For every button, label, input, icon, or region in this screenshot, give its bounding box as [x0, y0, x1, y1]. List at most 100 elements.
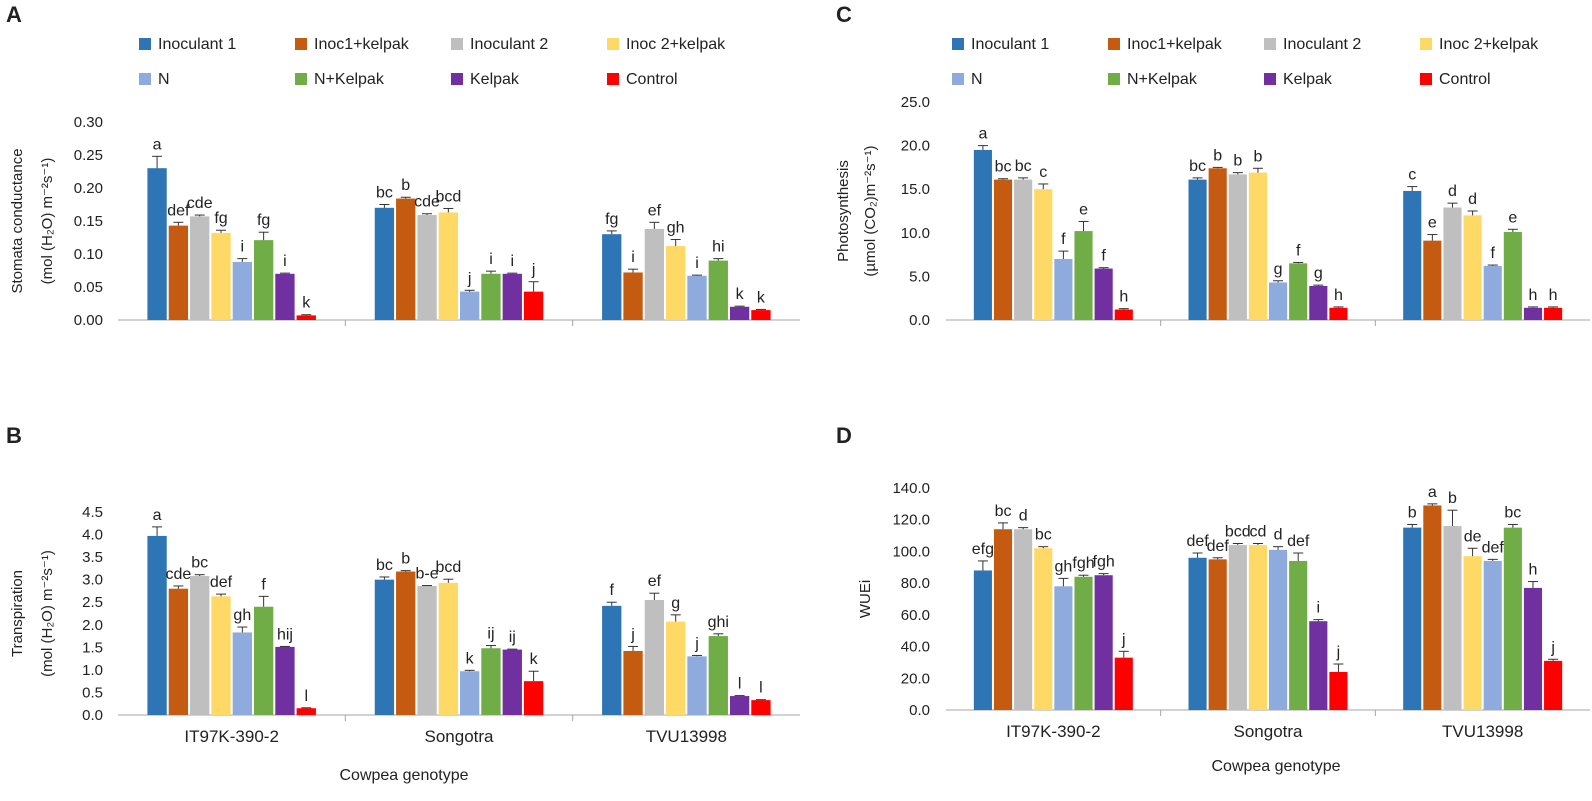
x-tick-label: Songotra: [425, 727, 495, 746]
data-label: ef: [648, 202, 662, 219]
y-tick-label: 120.0: [892, 512, 930, 529]
data-label: f: [610, 582, 615, 599]
bar: [1228, 545, 1247, 710]
data-label: i: [511, 253, 515, 270]
legend-label: Control: [1439, 71, 1491, 88]
legend-swatch: [607, 38, 619, 50]
y-axis-title: (mol (H₂O) m⁻²s⁻¹): [39, 550, 56, 677]
bar: [1208, 559, 1227, 710]
bar: [1269, 549, 1288, 710]
data-label: d: [1019, 508, 1028, 525]
bar: [1523, 307, 1543, 320]
data-label: ef: [648, 573, 662, 590]
bar: [1074, 231, 1093, 320]
bar: [523, 681, 544, 715]
y-tick-label: 0.30: [74, 114, 103, 131]
legend-label: Inoculant 1: [971, 36, 1049, 53]
data-label: d: [1274, 527, 1283, 544]
bar: [1289, 263, 1308, 320]
data-label: fg: [605, 211, 618, 228]
legend-label: Inoc1+kelpak: [1127, 36, 1223, 53]
bar: [232, 632, 252, 715]
bar: [211, 232, 231, 320]
legend-swatch: [952, 38, 964, 50]
bar: [1289, 560, 1308, 710]
data-label: bc: [1189, 158, 1206, 175]
y-tick-label: 0.0: [909, 702, 930, 719]
y-axis-title: (mol (H₂O) m⁻²s⁻¹): [39, 158, 56, 285]
bar: [687, 656, 707, 715]
bar: [396, 571, 416, 715]
bar: [168, 225, 189, 320]
legend-swatch: [607, 73, 619, 85]
bar: [1188, 557, 1207, 710]
bar: [623, 650, 643, 715]
x-tick-label: TVU13998: [646, 727, 727, 746]
bar: [973, 149, 992, 320]
x-tick-label: IT97K-390-2: [184, 727, 279, 746]
bar: [623, 272, 643, 320]
legend-label: Inoculant 2: [470, 36, 548, 53]
bar: [417, 215, 437, 320]
data-label: h: [1549, 287, 1558, 304]
bar: [438, 582, 458, 715]
data-label: gh: [1054, 558, 1072, 575]
data-label: i: [695, 255, 699, 272]
data-label: fgh: [1093, 554, 1115, 571]
bar: [1054, 586, 1073, 710]
data-label: f: [1061, 231, 1066, 248]
data-label: j: [531, 262, 536, 279]
panel-label-b: B: [6, 423, 22, 448]
data-label: b: [401, 177, 410, 194]
y-tick-label: 15.0: [901, 181, 930, 198]
data-label: c: [1039, 164, 1047, 181]
panel-label-a: A: [6, 2, 22, 27]
data-label: f: [261, 576, 266, 593]
bar: [1503, 231, 1522, 320]
data-label: cde: [187, 195, 213, 212]
data-label: bcd: [435, 559, 461, 576]
bar: [1309, 621, 1328, 710]
legend-label: Kelpak: [1283, 71, 1333, 88]
y-axis-title: Photosynthesis: [835, 160, 852, 262]
bar: [190, 576, 210, 715]
bar: [1329, 671, 1348, 710]
bar: [417, 585, 437, 715]
panel-label-d: D: [836, 423, 852, 448]
bar: [211, 596, 231, 715]
bar: [481, 648, 501, 715]
data-label: def: [1186, 533, 1209, 550]
y-tick-label: 0.20: [74, 180, 103, 197]
bar: [1248, 545, 1267, 710]
data-label: k: [757, 289, 766, 306]
y-tick-label: 0.10: [74, 246, 103, 263]
bar: [1054, 258, 1073, 320]
y-tick-label: 1.0: [82, 662, 103, 679]
chart-panel-b: 0.0 0.5 1.0 1.5 2.0 2.5 3.0 3.5 4.0 4.5 Transpirat…: [9, 504, 800, 784]
y-tick-label: 3.0: [82, 572, 103, 589]
data-label: b: [1233, 153, 1242, 170]
bar: [729, 306, 750, 320]
legend-swatch: [295, 73, 307, 85]
data-label: ghi: [708, 614, 729, 631]
bar: [1248, 172, 1267, 320]
bar: [502, 649, 522, 715]
data-label: bc: [1015, 158, 1032, 175]
x-tick-label: Songotra: [1234, 722, 1304, 741]
legend-swatch: [451, 38, 463, 50]
data-label: j: [630, 626, 635, 643]
bar: [147, 535, 167, 715]
bar: [1309, 285, 1328, 320]
x-tick-label: IT97K-390-2: [1006, 722, 1101, 741]
bar: [666, 621, 686, 715]
bar: [1443, 526, 1462, 710]
data-label: i: [283, 253, 287, 270]
data-label: e: [1508, 209, 1517, 226]
data-label: bcd: [435, 188, 461, 205]
bar: [1114, 657, 1133, 710]
data-label: h: [1119, 289, 1128, 306]
data-label: def: [167, 202, 190, 219]
legend-label: Kelpak: [470, 71, 520, 88]
bar: [644, 599, 665, 715]
data-label: i: [1317, 600, 1321, 617]
